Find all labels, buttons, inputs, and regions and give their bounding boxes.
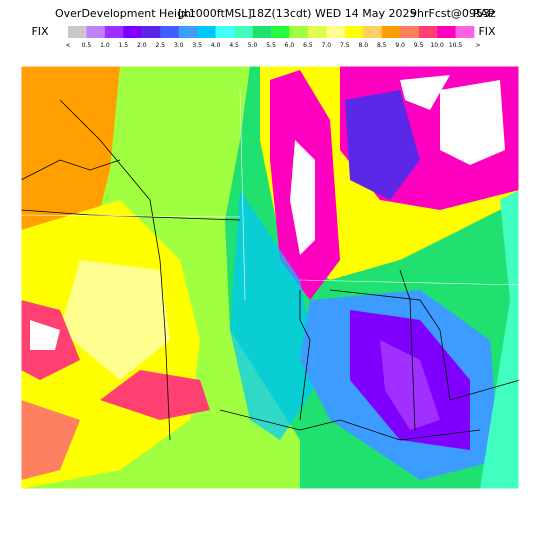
- valid-time: 18Z(13cdt) WED 14 May 2025: [250, 7, 416, 20]
- colorbar-label: 5.0: [248, 42, 258, 49]
- colorbar-label: 7.5: [340, 42, 350, 49]
- color-swatch: [289, 26, 309, 38]
- color-swatch: [197, 26, 216, 38]
- colorbar-label: 3.0: [174, 42, 184, 49]
- colorbar-label: 9.5: [414, 42, 424, 49]
- model: RAP: [473, 7, 495, 20]
- colorbar-label: 6.0: [285, 42, 295, 49]
- forecast: 9hrFcst@0953z: [410, 7, 496, 20]
- fix-right: FIX: [478, 25, 496, 38]
- color-swatch: [160, 26, 180, 38]
- colorbar-label: 10.0: [430, 42, 444, 49]
- high-mark: >: [475, 42, 480, 49]
- color-swatch: [363, 26, 383, 38]
- colorbar-label: 1.5: [119, 42, 129, 49]
- map: [20, 65, 521, 490]
- color-swatch: [68, 26, 87, 38]
- color-swatch: [344, 26, 364, 38]
- colorbar-label: 1.0: [100, 42, 110, 49]
- color-swatch: [326, 26, 346, 38]
- color-swatch: [123, 26, 143, 38]
- fix-left: FIX: [31, 25, 49, 38]
- color-swatch: [400, 26, 419, 38]
- color-swatch: [271, 26, 290, 38]
- colorbar-label: 6.5: [303, 42, 313, 49]
- colorbar-label: 0.5: [82, 42, 92, 49]
- color-swatch: [215, 26, 235, 38]
- colorbar-label: 8.5: [377, 42, 387, 49]
- color-swatch: [418, 26, 438, 38]
- colorbar-label: 7.0: [322, 42, 332, 49]
- low-mark: <: [65, 42, 70, 49]
- colorbar-label: 2.5: [155, 42, 165, 49]
- color-swatch: [86, 26, 106, 38]
- colorbar-label: 3.5: [192, 42, 202, 49]
- color-swatch: [178, 26, 198, 38]
- colorbar: 0.5 1.0 1.5 2.0 2.5 3.0 3.5 4.0 4.5 5.0 5.5 6.0 6.5 7…: [65, 26, 481, 49]
- color-swatch: [307, 26, 327, 38]
- color-swatch: [104, 26, 124, 38]
- colorbar-label: 9.0: [395, 42, 405, 49]
- units: [x1000ftMSL]: [178, 7, 252, 20]
- colorbar-label: 10.5: [449, 42, 463, 49]
- colorbar-label: 5.5: [266, 42, 276, 49]
- color-swatch: [381, 26, 401, 38]
- colorbar-label: 8.0: [358, 42, 368, 49]
- color-swatch: [141, 26, 161, 38]
- color-swatch: [252, 26, 272, 38]
- color-swatch: [234, 26, 253, 38]
- color-swatch: [455, 26, 475, 38]
- colorbar-label: 2.0: [137, 42, 147, 49]
- colorbar-label: 4.5: [229, 42, 239, 49]
- colorbar-label: 4.0: [211, 42, 221, 49]
- color-swatch: [437, 26, 456, 38]
- title: OverDevelopment Height: [55, 7, 196, 20]
